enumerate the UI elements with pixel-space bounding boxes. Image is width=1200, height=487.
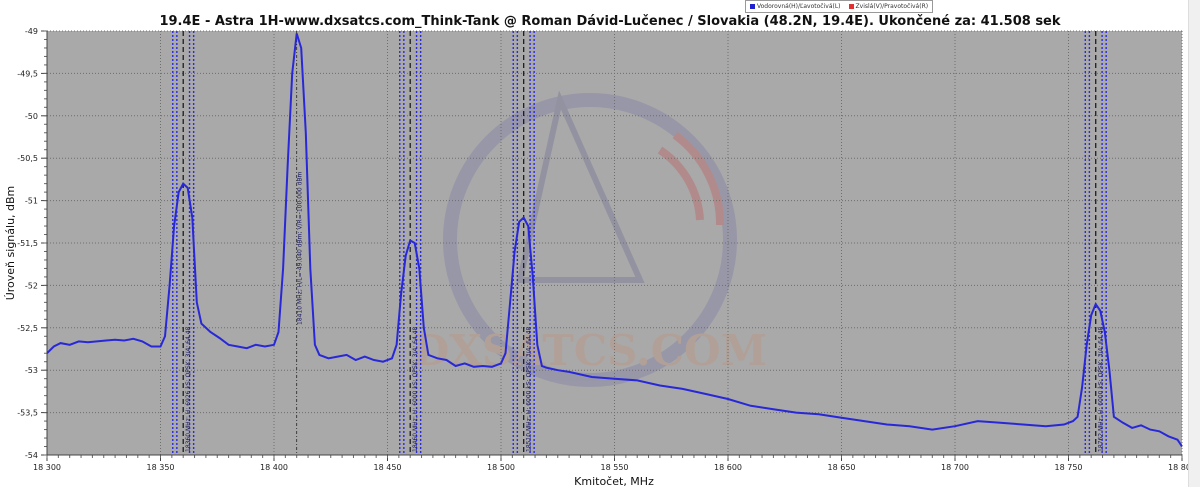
marker-label: 18510 MHz; H; 6000 kS; QPSK; 3/4; 64.48	[526, 326, 533, 452]
y-tick-label: -50,5	[17, 154, 38, 163]
legend-swatch-red	[848, 4, 854, 9]
y-tick-label: -51,5	[17, 239, 38, 248]
watermark-logo: DXSATCS.COM	[413, 90, 767, 387]
x-tick-label: 18 500	[487, 463, 515, 472]
x-tick-label: 18 700	[941, 463, 969, 472]
y-axis: -49 -49,5 -50 -50,5 -51 -51,5 -52 -52,5 -53 -53,5…	[17, 27, 48, 460]
grid	[46, 30, 1183, 456]
y-tick-label: -50	[25, 112, 38, 121]
y-tick-label: -49,5	[17, 69, 38, 78]
y-tick-label: -51	[25, 197, 38, 206]
legend-label: Zvislá(V)/Pravotočivá(R)	[855, 3, 929, 10]
x-tick-label: 18 300	[33, 463, 61, 472]
x-axis: 18 300 18 350 18 400 18 450 18 500 18 550 18 6…	[33, 454, 1196, 472]
x-tick-label: 18 600	[714, 463, 742, 472]
chart-title: 19.4E - Astra 1H-www.dxsatcs.com_Think-T…	[159, 14, 1060, 29]
series-line-horizontal	[46, 33, 1183, 448]
y-tick-label: -53,5	[17, 409, 38, 418]
y-tick-label: -52	[25, 281, 38, 290]
y-tick-label: -52,5	[17, 324, 38, 333]
legend-label: Vodorovná(H)/Ľavotočivá(L)	[757, 3, 841, 10]
x-tick-label: 18 400	[260, 463, 288, 472]
x-axis-label: Kmitočet, MHz	[574, 475, 654, 487]
y-tick-label: -54	[25, 451, 38, 460]
legend-swatch-blue	[750, 4, 755, 9]
legend-item-horizontal[interactable]: Vodorovná(H)/Ľavotočivá(L)	[750, 3, 841, 10]
y-tick-label: -53	[25, 366, 38, 375]
x-tick-label: 18 750	[1055, 463, 1083, 472]
x-tick-label: 18 800	[1168, 463, 1196, 472]
watermark-text: DXSATCS.COM	[413, 326, 767, 375]
y-axis-label: Úroveň signálu, dBm	[4, 186, 17, 301]
marker-label: 18460 MHz; H; 6000 kS; QPSK; 3/4; 64.48	[412, 326, 419, 452]
marker-label: 18762 MHz; H; 6000 kS; QPSK; 3/4; 64.48	[1098, 326, 1105, 452]
scrollbar[interactable]	[1188, 0, 1200, 487]
y-tick-label: -49	[25, 27, 38, 36]
x-tick-label: 18 650	[828, 463, 856, 472]
x-tick-label: 18 350	[147, 463, 175, 472]
marker-label: 18360 MHz; H; 6926 kS; QPSK; 3/4; 64.48	[185, 326, 192, 452]
x-tick-label: 18 450	[374, 463, 402, 472]
marker-label: 18410 MHz; H/L=-49.040 dBm; V/R=-100.000…	[297, 171, 304, 325]
legend: Vodorovná(H)/Ľavotočivá(L) Zvislá(V)/Pra…	[745, 0, 934, 13]
legend-item-vertical[interactable]: Zvislá(V)/Pravotočivá(R)	[848, 3, 929, 10]
carrier-markers: 18360 MHz; H; 6926 kS; QPSK; 3/4; 64.48 1…	[172, 31, 1107, 455]
x-tick-label: 18 550	[601, 463, 629, 472]
